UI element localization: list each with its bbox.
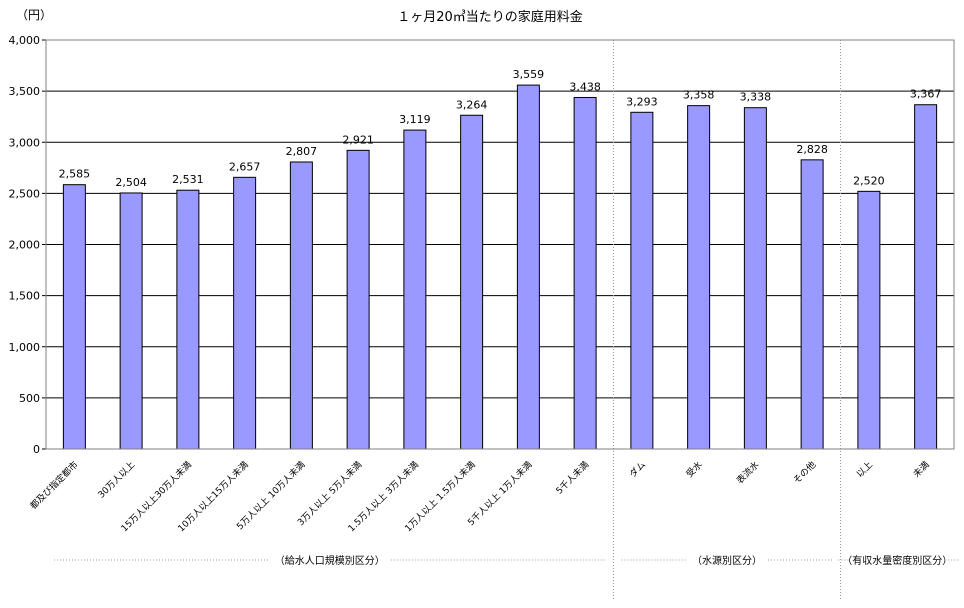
y-tick-label: 1,500	[9, 290, 41, 303]
bar	[233, 176, 257, 450]
data-label: 2,585	[59, 168, 91, 181]
data-label: 2,657	[229, 160, 261, 173]
data-label: 3,367	[910, 88, 942, 101]
category-label: その他	[791, 459, 819, 487]
bar	[800, 159, 824, 450]
y-axis-unit-label: （円）	[16, 8, 52, 22]
category-label: 表流水	[734, 459, 762, 487]
data-label: 2,921	[342, 133, 374, 146]
group-label: （有収水量密度別区分）	[842, 554, 952, 567]
bar	[62, 184, 86, 450]
category-label: 30万人以上	[96, 459, 137, 500]
category-label: 受水	[684, 459, 705, 480]
bar	[914, 104, 938, 450]
chart-title: １ヶ月20㎥当たりの家庭用料金	[397, 9, 583, 25]
y-tick-label: 2,500	[9, 187, 41, 200]
category-label: 未満	[911, 459, 932, 480]
bar	[460, 114, 484, 450]
data-label: 3,358	[683, 89, 715, 102]
y-tick-label: 3,000	[9, 136, 41, 149]
group-labels: （給水人口規模別区分） （水源別区分） （有収水量密度別区分）	[54, 554, 959, 567]
data-label: 3,293	[626, 95, 658, 108]
plot-area-border	[45, 39, 955, 450]
y-tick-label: 0	[33, 443, 40, 456]
bar	[743, 107, 767, 450]
group-separators	[613, 40, 841, 600]
data-label: 2,504	[115, 176, 147, 189]
bar	[516, 84, 540, 450]
data-labels: 2,585 2,504 2,531 2,657 2,807 2,921 3,119 3,264…	[59, 68, 942, 189]
bars	[62, 84, 938, 450]
category-label: 都及び指定都市	[27, 459, 80, 512]
group-label: （水源別区分）	[692, 554, 762, 567]
data-label: 2,520	[853, 174, 885, 187]
category-label: ダム	[627, 459, 648, 480]
bar	[346, 149, 370, 450]
category-labels: 都及び指定都市 30万人以上15万人以上30万人未満10万人以上15万人未満5万人…	[27, 459, 931, 535]
bar	[630, 111, 654, 450]
data-label: 2,531	[172, 173, 204, 186]
category-label: 5千人未満	[553, 459, 591, 497]
data-label: 2,828	[796, 143, 828, 156]
group-label: （給水人口規模別区分）	[275, 554, 385, 567]
data-label: 3,264	[456, 98, 488, 111]
data-label: 3,338	[740, 91, 772, 104]
data-label: 3,119	[399, 113, 431, 126]
y-tick-label: 4,000	[9, 34, 41, 47]
bar	[403, 129, 427, 450]
y-axis-ticks: 0 500 1,000 1,500 2,000 2,500 3,000 3,500 4,000	[9, 34, 46, 456]
data-label: 2,807	[286, 145, 318, 158]
bar	[289, 161, 313, 450]
bar	[176, 189, 200, 450]
bar	[857, 190, 881, 450]
data-label: 3,438	[569, 80, 601, 93]
y-tick-label: 2,000	[9, 239, 41, 252]
bar	[687, 105, 711, 450]
y-tick-label: 3,500	[9, 85, 41, 98]
bar	[119, 192, 143, 450]
y-tick-label: 500	[19, 392, 40, 405]
y-tick-label: 1,000	[9, 341, 41, 354]
bar	[573, 96, 597, 450]
category-label: 以上	[854, 459, 875, 480]
data-label: 3,559	[513, 68, 545, 81]
